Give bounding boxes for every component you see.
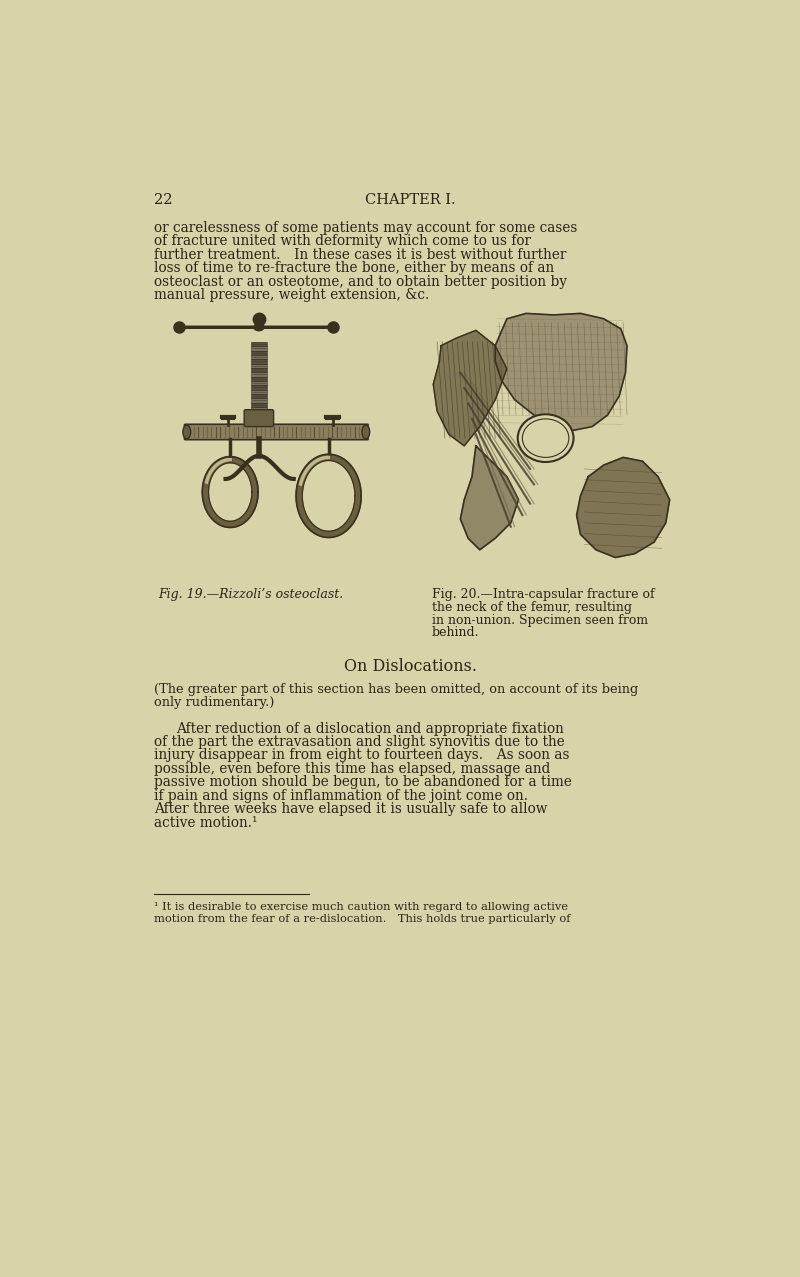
Text: possible, even before this time has elapsed, massage and: possible, even before this time has elap…: [154, 762, 550, 776]
Ellipse shape: [362, 425, 370, 439]
Text: Fig. 20.—Intra-capsular fracture of: Fig. 20.—Intra-capsular fracture of: [432, 589, 654, 601]
Text: Fig. 19.—Rizzoli’s osteoclast.: Fig. 19.—Rizzoli’s osteoclast.: [158, 589, 343, 601]
Polygon shape: [251, 393, 266, 398]
Text: After reduction of a dislocation and appropriate fixation: After reduction of a dislocation and app…: [176, 722, 564, 736]
Text: behind.: behind.: [432, 627, 479, 640]
Text: or carelessness of some patients may account for some cases: or carelessness of some patients may acc…: [154, 221, 578, 235]
Text: if pain and signs of inflammation of the joint come on.: if pain and signs of inflammation of the…: [154, 789, 528, 803]
Text: loss of time to re-fracture the bone, either by means of an: loss of time to re-fracture the bone, ei…: [154, 262, 554, 276]
Polygon shape: [251, 355, 266, 359]
Text: further treatment.  In these cases it is best without further: further treatment. In these cases it is …: [154, 248, 566, 262]
Polygon shape: [251, 346, 266, 351]
Polygon shape: [251, 368, 266, 372]
Polygon shape: [460, 446, 518, 550]
Text: CHAPTER I.: CHAPTER I.: [365, 193, 455, 207]
Text: ¹ It is desirable to exercise much caution with regard to allowing active: ¹ It is desirable to exercise much cauti…: [154, 902, 568, 912]
Text: of fracture united with deformity which come to us for: of fracture united with deformity which …: [154, 235, 531, 249]
Polygon shape: [251, 351, 266, 355]
Text: On Dislocations.: On Dislocations.: [343, 658, 477, 674]
Polygon shape: [251, 402, 266, 407]
Text: passive motion should be begun, to be abandoned for a time: passive motion should be begun, to be ab…: [154, 775, 572, 789]
Polygon shape: [251, 407, 266, 411]
Text: the neck of the femur, resulting: the neck of the femur, resulting: [432, 601, 632, 614]
Polygon shape: [251, 381, 266, 386]
Polygon shape: [251, 342, 266, 346]
Text: manual pressure, weight extension, &c.: manual pressure, weight extension, &c.: [154, 289, 430, 303]
Text: of the part the extravasation and slight synovitis due to the: of the part the extravasation and slight…: [154, 736, 565, 750]
Text: injury disappear in from eight to fourteen days.  As soon as: injury disappear in from eight to fourte…: [154, 748, 570, 762]
Polygon shape: [202, 457, 258, 527]
FancyBboxPatch shape: [185, 424, 368, 439]
Polygon shape: [434, 331, 507, 446]
Text: 22: 22: [154, 193, 173, 207]
Polygon shape: [251, 386, 266, 389]
Text: After three weeks have elapsed it is usually safe to allow: After three weeks have elapsed it is usu…: [154, 802, 548, 816]
Text: motion from the fear of a re-dislocation.  This holds true particularly of: motion from the fear of a re-dislocation…: [154, 914, 570, 923]
Polygon shape: [251, 359, 266, 364]
Text: (The greater part of this section has been omitted, on account of its being: (The greater part of this section has be…: [154, 683, 638, 696]
Ellipse shape: [254, 324, 264, 331]
Ellipse shape: [518, 414, 574, 462]
Text: only rudimentary.): only rudimentary.): [154, 696, 274, 710]
Polygon shape: [251, 364, 266, 368]
Text: in non-union. Specimen seen from: in non-union. Specimen seen from: [432, 614, 648, 627]
Polygon shape: [495, 313, 627, 430]
Text: active motion.¹: active motion.¹: [154, 816, 258, 830]
Polygon shape: [251, 372, 266, 377]
Polygon shape: [251, 389, 266, 393]
Polygon shape: [577, 457, 670, 558]
Text: osteoclast or an osteotome, and to obtain better position by: osteoclast or an osteotome, and to obtai…: [154, 275, 567, 289]
Polygon shape: [251, 377, 266, 381]
FancyBboxPatch shape: [244, 410, 274, 427]
Polygon shape: [296, 455, 361, 538]
Ellipse shape: [183, 425, 190, 439]
Polygon shape: [251, 398, 266, 402]
